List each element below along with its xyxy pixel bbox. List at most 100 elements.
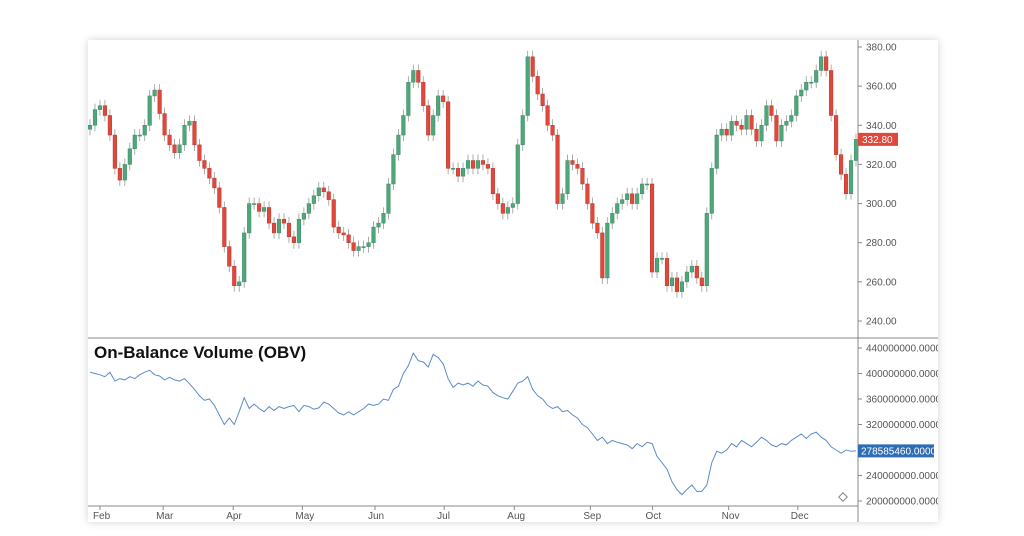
price-tick-label: 360.00 xyxy=(866,82,897,93)
candle-down xyxy=(421,81,426,106)
candle-down xyxy=(232,265,237,287)
candle-down xyxy=(326,191,331,200)
candle-down xyxy=(267,207,272,224)
candle-down xyxy=(341,232,346,236)
candle-down xyxy=(416,70,421,83)
candle-up xyxy=(764,105,769,126)
candle-down xyxy=(112,134,117,169)
candle-up xyxy=(88,125,93,130)
candle-up xyxy=(853,139,859,161)
candle-up xyxy=(247,203,252,234)
candle-up xyxy=(744,115,749,130)
diamond-icon[interactable] xyxy=(838,492,848,502)
candle-up xyxy=(610,213,615,224)
candle-up xyxy=(366,242,371,247)
candle-down xyxy=(570,160,575,165)
candle-down xyxy=(281,218,287,224)
candle-up xyxy=(654,258,660,273)
candle-up xyxy=(645,183,650,186)
candle-up xyxy=(510,203,515,208)
candle-down xyxy=(331,199,336,228)
candle-up xyxy=(814,70,819,83)
candle-up xyxy=(371,226,376,243)
candle-down xyxy=(839,154,844,175)
candle-up xyxy=(560,193,565,204)
time-tick-label: Jul xyxy=(437,511,450,522)
price-tick-label: 260.00 xyxy=(866,277,897,288)
candle-down xyxy=(535,76,540,95)
candle-down xyxy=(192,121,197,146)
candle-down xyxy=(336,226,341,234)
candle-down xyxy=(291,236,296,243)
obv-tick-label: 400000000.0000 xyxy=(866,369,938,380)
candle-down xyxy=(346,234,351,243)
candle-down xyxy=(844,173,849,195)
candle-up xyxy=(635,193,640,204)
candle-up xyxy=(709,168,714,214)
candle-up xyxy=(431,115,436,136)
candle-down xyxy=(595,222,600,234)
candle-up xyxy=(391,154,396,185)
candle-up xyxy=(689,265,694,273)
candle-up xyxy=(361,246,366,248)
candle-up xyxy=(848,160,854,195)
candle-up xyxy=(794,95,799,116)
candle-down xyxy=(446,101,451,169)
candle-down xyxy=(321,187,326,193)
candle-down xyxy=(217,187,222,208)
candle-down xyxy=(157,89,162,114)
candle-down xyxy=(550,125,555,136)
candle-down xyxy=(222,207,227,247)
last-obv-tag xyxy=(858,444,934,458)
candle-up xyxy=(515,144,520,204)
candle-up xyxy=(296,218,301,243)
candle-down xyxy=(426,105,431,136)
candle-up xyxy=(401,115,406,136)
candle-down xyxy=(664,258,670,287)
candle-up xyxy=(187,121,192,126)
candle-up xyxy=(97,105,102,110)
last-obv-label: 278585460.0000 xyxy=(861,446,937,457)
candle-up xyxy=(132,134,137,150)
candle-up xyxy=(505,207,510,214)
candle-down xyxy=(257,203,262,212)
chart-card: 380.00 360.00 340.00 320.00 300.00 280.00 260.… xyxy=(88,40,938,522)
candle-up xyxy=(809,81,814,84)
candle-down xyxy=(107,115,112,136)
time-tick-label: Jun xyxy=(368,511,384,522)
candle-down xyxy=(650,183,655,273)
candle-down xyxy=(485,164,490,169)
candle-down xyxy=(540,93,545,106)
candle-down xyxy=(555,134,560,204)
candle-down xyxy=(117,168,122,181)
candle-up xyxy=(465,160,471,169)
candle-down xyxy=(699,277,704,287)
chart-svg[interactable]: 380.00 360.00 340.00 320.00 300.00 280.00 260.… xyxy=(88,40,938,522)
candle-up xyxy=(659,258,665,260)
candle-down xyxy=(102,105,107,116)
price-tick-label: 300.00 xyxy=(866,199,897,210)
price-tick-label: 320.00 xyxy=(866,160,897,171)
candle-down xyxy=(495,193,500,204)
price-tick-label: 240.00 xyxy=(866,316,897,327)
candle-down xyxy=(162,113,167,136)
candle-down xyxy=(456,168,461,177)
candle-up xyxy=(714,134,719,169)
candle-up xyxy=(396,134,401,155)
time-tick-label: May xyxy=(295,511,314,522)
candle-down xyxy=(585,183,590,204)
obv-tick-label: 240000000.0000 xyxy=(866,471,938,482)
candle-up xyxy=(525,56,530,116)
candle-down xyxy=(580,168,585,185)
candle-up xyxy=(311,195,316,204)
candle-down xyxy=(739,125,744,130)
candle-up xyxy=(784,121,789,126)
candle-up xyxy=(127,148,132,165)
candle-up xyxy=(177,144,182,153)
time-tick-label: Mar xyxy=(156,511,174,522)
candle-down xyxy=(575,164,580,169)
candle-up xyxy=(779,125,784,142)
candle-down xyxy=(470,160,476,169)
candle-up xyxy=(142,125,147,136)
candle-down xyxy=(600,232,605,279)
